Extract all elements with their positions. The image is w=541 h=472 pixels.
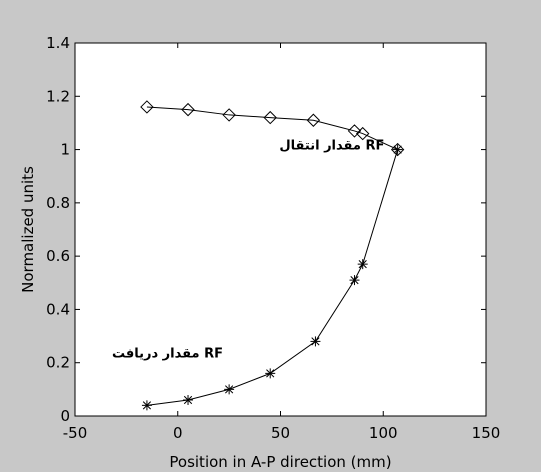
series-line-1 xyxy=(146,149,399,406)
y-tick-label: 1.2 xyxy=(46,87,70,105)
star-stroke xyxy=(183,395,193,405)
annotation-text: مقدار انتقال RF xyxy=(279,139,384,154)
y-tick-label: 0.4 xyxy=(46,300,70,318)
x-tick-label: -50 xyxy=(63,424,88,442)
diamond-marker xyxy=(306,113,321,127)
axes-background xyxy=(74,42,487,417)
star-marker xyxy=(141,400,152,411)
x-tick-label: 100 xyxy=(369,424,398,442)
annotation-layer: مقدار انتقال RF مقدار دریافت RF xyxy=(112,139,384,362)
diamond-marker xyxy=(181,102,195,117)
star-stroke xyxy=(311,337,320,346)
diamond-marker xyxy=(347,124,362,138)
star-stroke xyxy=(225,385,234,394)
y-tick-label: 1 xyxy=(60,141,70,159)
diamond-marker xyxy=(222,108,236,122)
annotation-text: مقدار دریافت RF xyxy=(112,346,223,361)
diamond-marker xyxy=(355,126,370,141)
diamond-marker xyxy=(140,100,154,114)
y-axis-label: Normalized units xyxy=(19,166,37,293)
star-marker xyxy=(392,144,403,155)
star-stroke xyxy=(350,276,359,285)
y-tick-label: 0.2 xyxy=(46,354,70,372)
diamond-marker xyxy=(263,110,277,125)
y-tick-label: 0.6 xyxy=(46,247,70,265)
series-line-0 xyxy=(146,106,398,151)
diamond-marker xyxy=(390,142,405,157)
star-marker xyxy=(357,259,368,270)
star-marker xyxy=(349,275,360,286)
star-marker xyxy=(224,384,235,395)
star-marker xyxy=(310,336,321,347)
star-stroke xyxy=(142,401,152,410)
star-stroke xyxy=(358,260,367,269)
star-stroke xyxy=(266,369,275,378)
x-tick-label: 150 xyxy=(472,424,501,442)
star-marker xyxy=(183,395,194,406)
star-stroke xyxy=(393,145,402,154)
x-tick-label: 0 xyxy=(173,424,183,442)
y-tick-label: 0 xyxy=(60,407,70,425)
series-layer xyxy=(140,100,405,411)
y-tick-label: 0.8 xyxy=(46,194,70,212)
x-tick-label: 50 xyxy=(271,424,290,442)
x-axis-label: Position in A-P direction (mm) xyxy=(169,453,391,471)
star-marker xyxy=(265,368,276,379)
y-tick-label: 1.4 xyxy=(46,34,70,52)
